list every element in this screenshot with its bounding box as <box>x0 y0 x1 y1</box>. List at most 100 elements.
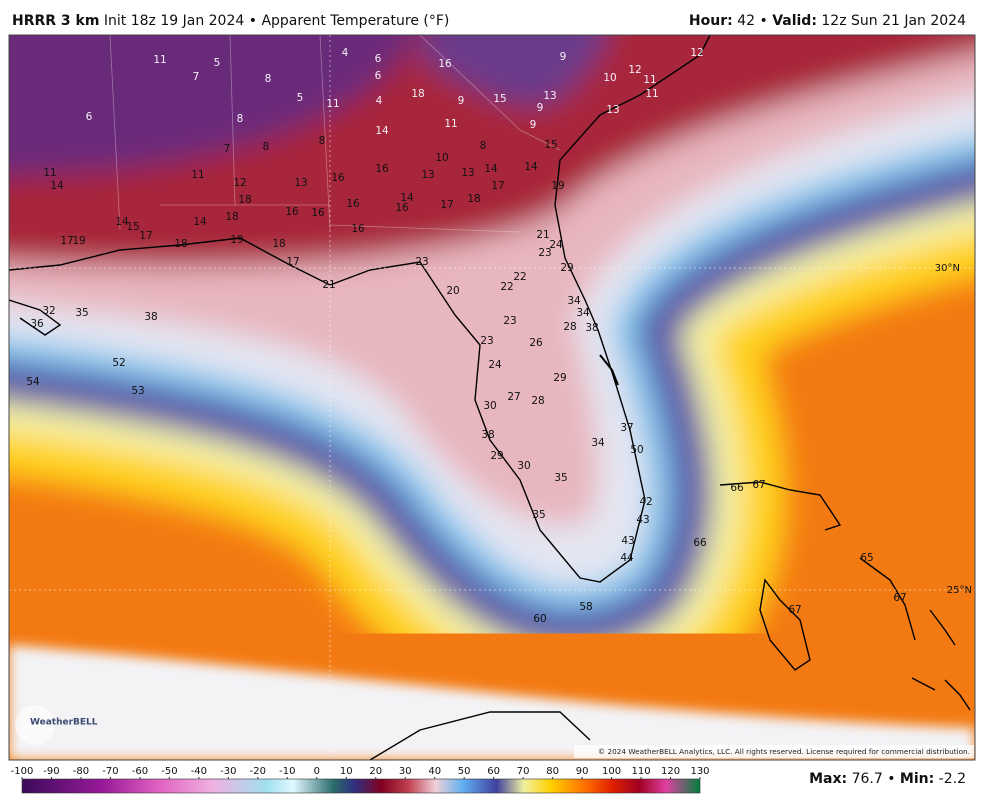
logo-mark <box>15 705 55 745</box>
station-value: 23 <box>503 315 516 327</box>
colorbar <box>21 778 701 794</box>
colorbar-tick-label: -100 <box>11 766 34 777</box>
station-value: 42 <box>639 496 652 508</box>
colorbar-tick-label: -80 <box>73 766 89 777</box>
station-value: 9 <box>537 102 544 114</box>
header-left: HRRR 3 km Init 18z 19 Jan 2024 • Apparen… <box>12 13 449 29</box>
header-right: Hour: 42 • Valid: 12z Sun 21 Jan 2024 <box>689 13 966 29</box>
map-frame <box>8 34 976 761</box>
max-label: Max: <box>809 771 847 787</box>
min: -2.2 <box>939 771 966 787</box>
station-value: 17 <box>60 235 73 247</box>
colorbar-tick-label: -60 <box>132 766 148 777</box>
station-value: 34 <box>576 307 590 319</box>
station-value: 30 <box>517 460 530 472</box>
colorbar-tick-label: -90 <box>43 766 59 777</box>
station-value: 26 <box>529 337 543 349</box>
station-value: 34 <box>591 437 605 449</box>
station-value: 14 <box>375 125 389 137</box>
station-value: 16 <box>351 223 365 235</box>
colorbar-tick-label: 130 <box>690 766 709 777</box>
station-value: 8 <box>265 73 272 85</box>
station-value: 37 <box>620 422 633 434</box>
colorbar-ticks: -100 -90 -80 -70 -60 -50 -40 -30 -20 -10 0 10 20 30 40… <box>11 766 710 779</box>
station-value: 35 <box>75 307 88 319</box>
station-value: 29 <box>553 372 566 384</box>
colorbar-tick-label: 50 <box>458 766 471 777</box>
station-value: 29 <box>490 450 503 462</box>
station-value: 60 <box>533 613 546 625</box>
station-value: 14 <box>484 163 498 175</box>
separator: • <box>759 13 767 29</box>
station-value: 14 <box>524 161 538 173</box>
station-value: 22 <box>513 271 526 283</box>
field-bands <box>9 35 975 726</box>
station-value: 19 <box>551 180 564 192</box>
station-value: 67 <box>893 592 906 604</box>
copyright: © 2024 WeatherBELL Analytics, LLC. All r… <box>598 747 970 756</box>
station-value: 18 <box>272 238 285 250</box>
station-value: 35 <box>554 472 567 484</box>
model: HRRR 3 km <box>12 13 99 29</box>
separator: • <box>887 771 895 787</box>
separator: • <box>249 13 257 29</box>
station-value: 16 <box>346 198 360 210</box>
colorbar-tick-label: -30 <box>220 766 236 777</box>
station-value: 15 <box>493 93 506 105</box>
min-label: Min: <box>900 771 934 787</box>
station-value: 44 <box>620 552 634 564</box>
station-value: 5 <box>297 92 304 104</box>
station-value: 23 <box>415 256 428 268</box>
station-value: 11 <box>43 167 56 179</box>
station-value: 23 <box>480 335 493 347</box>
station-value: 67 <box>788 604 801 616</box>
station-value: 4 <box>376 95 383 107</box>
station-value: 66 <box>730 482 744 494</box>
station-value: 34 <box>567 295 581 307</box>
station-value: 12 <box>690 47 703 59</box>
field: Apparent Temperature (°F) <box>261 13 449 29</box>
station-value: 8 <box>263 141 270 153</box>
station-value: 38 <box>585 322 598 334</box>
station-value: 11 <box>191 169 204 181</box>
colorbar-tick-label: -10 <box>279 766 295 777</box>
station-value: 11 <box>153 54 166 66</box>
station-value: 18 <box>411 88 424 100</box>
station-value: 28 <box>563 321 576 333</box>
station-value: 16 <box>311 207 325 219</box>
colorbar-tick-label: -20 <box>250 766 266 777</box>
station-value: 7 <box>193 71 200 83</box>
lat-label: 30°N <box>935 263 960 274</box>
station-value: 52 <box>112 357 125 369</box>
station-value: 14 <box>115 216 129 228</box>
station-value: 21 <box>322 279 335 291</box>
colorbar-tick-label: -70 <box>102 766 118 777</box>
station-value: 13 <box>543 90 556 102</box>
station-value: 13 <box>421 169 434 181</box>
hour: 42 <box>737 13 755 29</box>
station-value: 22 <box>500 281 513 293</box>
lat-label: 25°N <box>947 585 972 596</box>
station-value: 16 <box>395 202 409 214</box>
station-value: 15 <box>544 139 557 151</box>
station-value: 11 <box>643 74 656 86</box>
station-value: 7 <box>224 143 231 155</box>
station-value: 28 <box>531 395 544 407</box>
init: Init 18z 19 Jan 2024 <box>104 13 244 29</box>
station-value: 5 <box>214 57 221 69</box>
colorbar-tick-label: -40 <box>191 766 207 777</box>
station-value: 30 <box>483 400 496 412</box>
station-value: 19 <box>230 234 243 246</box>
station-value: 11 <box>326 98 339 110</box>
colorbar-tick-label: 30 <box>399 766 412 777</box>
station-value: 32 <box>42 305 55 317</box>
colorbar-tick-label: 80 <box>546 766 559 777</box>
station-value: 9 <box>560 51 567 63</box>
station-value: 10 <box>603 72 616 84</box>
valid-label: Valid: <box>772 13 817 29</box>
colorbar-tick-label: 60 <box>487 766 500 777</box>
